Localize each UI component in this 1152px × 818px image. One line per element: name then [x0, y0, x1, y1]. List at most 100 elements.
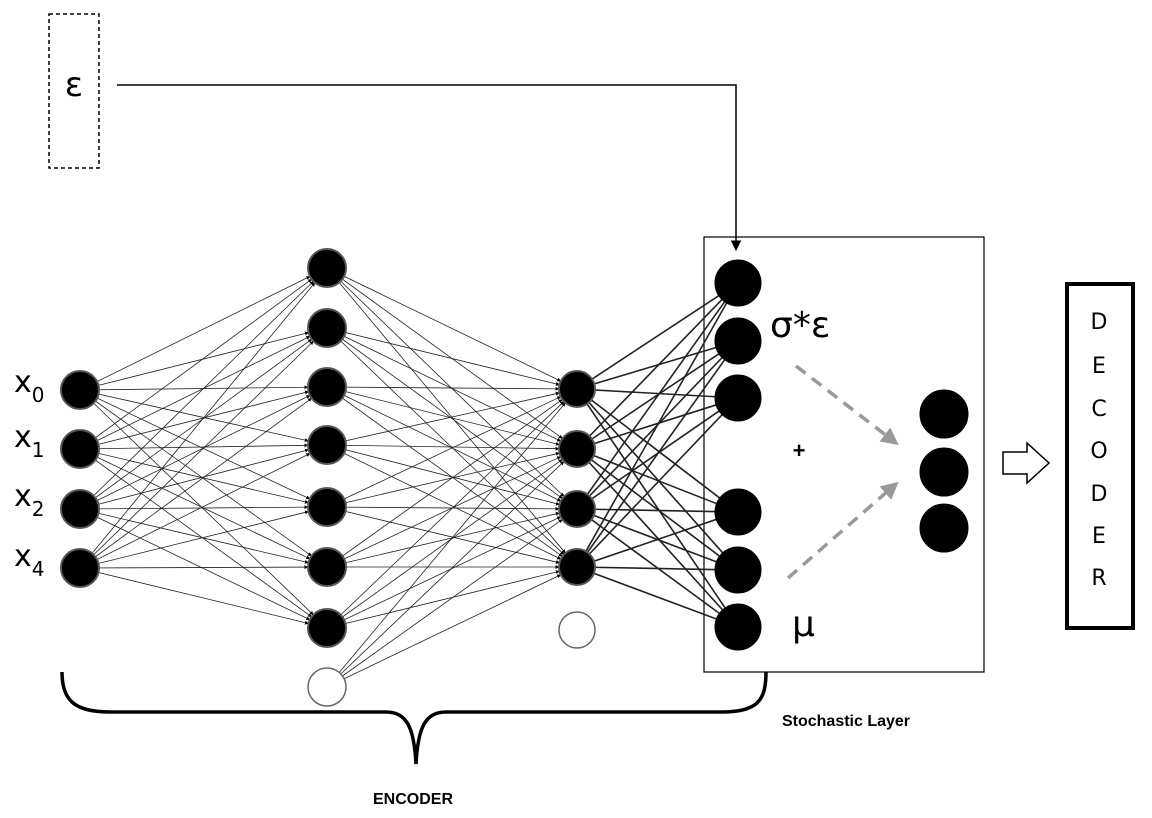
edge-hidden1-hidden2	[326, 327, 563, 499]
edge-input-hidden1	[79, 567, 309, 625]
hidden1-bias-node	[307, 667, 347, 707]
edge-hidden1-hidden2	[326, 267, 563, 439]
input-label-x2: x2	[14, 479, 45, 521]
input-labels: x0 x1 x2 x4	[14, 365, 45, 581]
edge-input-hidden1	[79, 395, 311, 510]
edge-input-hidden1	[79, 508, 311, 621]
edge-input-hidden1	[79, 389, 309, 443]
edge-hidden1-hidden2	[326, 396, 562, 508]
edge-hidden1-hidden2	[326, 327, 565, 555]
input-label-x1: x1	[14, 420, 45, 462]
mu-label: μ	[792, 604, 815, 645]
hidden2-node	[558, 548, 596, 586]
hidden2-node	[558, 430, 596, 468]
edge-input-hidden1	[79, 385, 309, 391]
hidden1-node	[307, 487, 347, 527]
noise-feed-line	[117, 84, 742, 252]
edge-hidden1-hidden2	[326, 511, 560, 568]
edge-hidden1-hidden2	[326, 451, 560, 508]
edge-input-hidden1	[79, 280, 314, 510]
encoder-caption: ENCODER	[373, 791, 453, 808]
input-node	[60, 429, 100, 469]
stochastic-layer-caption: Stochastic Layer	[782, 713, 910, 730]
edge-input-hidden1	[79, 443, 309, 450]
edge-hidden2-stochastic	[576, 407, 724, 510]
edge-hidden2-stochastic	[576, 345, 721, 390]
stochastic-node	[714, 259, 762, 307]
edge-hidden1-hidden2	[326, 267, 565, 497]
decoder-letter: D	[1091, 310, 1108, 335]
input-node	[60, 370, 100, 410]
hidden2-bias-node	[558, 611, 596, 649]
edge-hidden1-hidden2	[326, 402, 566, 688]
input-node	[60, 548, 100, 588]
edge-hidden2-stochastic	[576, 448, 722, 507]
edge-hidden2-stochastic	[576, 508, 721, 513]
edge-input-hidden1	[79, 389, 311, 500]
decoder-letter: C	[1091, 397, 1106, 422]
edge-input-hidden1	[79, 448, 309, 510]
edge-hidden2-stochastic	[576, 566, 722, 622]
edge-input-hidden1	[79, 448, 311, 560]
edge-hidden1-hidden2	[326, 327, 562, 442]
decoder-letter: O	[1090, 439, 1107, 464]
hidden1-node	[307, 425, 347, 465]
edge-hidden1-hidden2	[326, 399, 563, 568]
edge-hidden1-hidden2	[326, 506, 560, 564]
edge-input-hidden1	[79, 389, 314, 616]
latent-node	[919, 447, 969, 497]
edge-input-hidden1	[79, 389, 312, 557]
edge-input-hidden1	[79, 331, 309, 391]
edge-input-hidden1	[79, 397, 312, 569]
input-label-x0: x0	[14, 365, 45, 407]
network-nodes	[60, 248, 969, 707]
edge-hidden2-stochastic	[576, 292, 724, 390]
edge-hidden2-stochastic	[576, 297, 729, 510]
hidden1-node	[307, 608, 347, 648]
decoder-letter: R	[1091, 566, 1106, 591]
hidden1-node	[307, 308, 347, 348]
edge-hidden1-hidden2	[326, 519, 563, 688]
edge-input-hidden1	[79, 565, 309, 570]
edge-input-hidden1	[79, 510, 309, 569]
stochastic-node	[714, 374, 762, 422]
edge-hidden1-hidden2	[326, 386, 562, 502]
edge-hidden2-stochastic	[576, 410, 727, 568]
stochastic-node	[714, 317, 762, 365]
edge-hidden1-hidden2	[326, 456, 562, 568]
edge-hidden2-stochastic	[576, 388, 721, 398]
sigma-epsilon-label: σ*ε	[770, 305, 830, 346]
edge-hidden1-hidden2	[326, 506, 560, 511]
edge-hidden1-hidden2	[326, 516, 562, 629]
stochastic-node	[714, 546, 762, 594]
edge-hidden1-hidden2	[326, 444, 560, 506]
hidden1-node	[307, 367, 347, 407]
decoder-letter: D	[1091, 482, 1108, 507]
edge-input-hidden1	[79, 338, 312, 510]
edge-hidden1-hidden2	[326, 570, 560, 629]
noise-box	[48, 13, 100, 169]
edge-input-hidden1	[79, 508, 309, 564]
edge-hidden1-hidden2	[326, 461, 565, 688]
noise-symbol: ε	[65, 65, 83, 105]
edge-hidden1-hidden2	[326, 267, 566, 554]
noise-input: ε	[48, 13, 100, 169]
decoder-arrow-icon	[1002, 441, 1051, 485]
plus-sign: +	[793, 438, 806, 463]
edge-input-hidden1	[79, 390, 309, 450]
edge-hidden2-stochastic	[576, 350, 724, 450]
edge-input-hidden1	[79, 276, 311, 391]
dashed-arrow-sigma	[794, 364, 899, 446]
edge-hidden2-stochastic	[576, 295, 727, 450]
edge-hidden2-stochastic	[576, 508, 722, 565]
stochastic-node	[714, 603, 762, 651]
decoder-letter: E	[1092, 524, 1106, 549]
edge-hidden2-stochastic	[576, 517, 722, 568]
edge-hidden2-stochastic	[576, 566, 721, 571]
edge-input-hidden1	[79, 340, 314, 569]
hidden1-node	[307, 547, 347, 587]
edge-hidden2-stochastic	[576, 388, 729, 613]
noise-feed-arrow	[117, 84, 742, 252]
decoder-box	[1065, 282, 1135, 630]
